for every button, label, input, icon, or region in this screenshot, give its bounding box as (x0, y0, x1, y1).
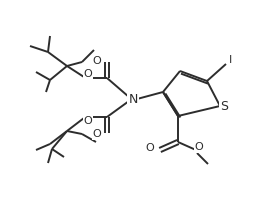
Text: N: N (128, 92, 138, 106)
Text: O: O (146, 143, 154, 153)
Text: O: O (84, 69, 92, 79)
Text: O: O (93, 129, 101, 139)
Text: S: S (220, 100, 228, 113)
Text: O: O (195, 142, 203, 152)
Text: O: O (93, 56, 101, 66)
Text: I: I (229, 55, 233, 65)
Text: O: O (84, 116, 92, 126)
